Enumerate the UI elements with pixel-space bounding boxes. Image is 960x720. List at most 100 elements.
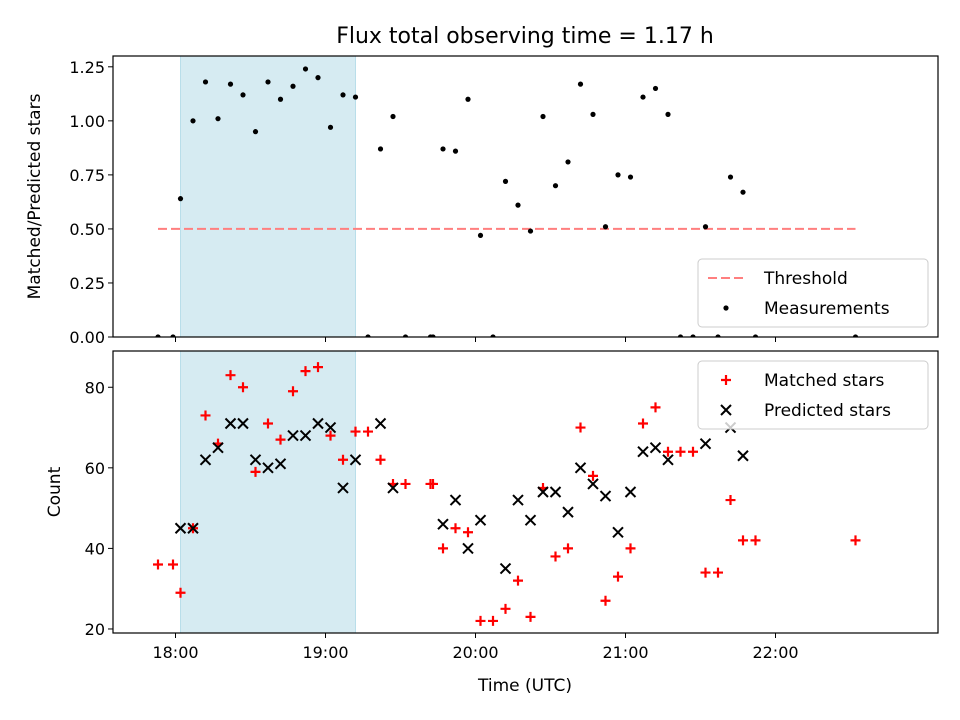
predicted-star-point [637,446,649,458]
measurement-point [627,174,634,180]
matched-star-point [325,430,336,441]
legend-box [697,258,929,328]
matched-star-point [600,595,611,606]
predicted-star-point [299,429,312,442]
predicted-star-point [649,441,662,454]
matched-star-point [750,535,761,546]
matched-star-point [738,535,748,546]
measurement-point [602,224,609,230]
measurements-series [155,66,859,337]
matched-star-point [288,386,298,397]
matched-star-point [625,543,636,554]
predicted-star-point [287,429,299,442]
measurement-point [677,334,684,337]
matched-star-point [713,567,723,578]
predicted-star-point [537,486,549,498]
y-tick-label: 80 [85,378,105,397]
measurement-point [490,334,496,337]
predicted-star-point [737,450,749,462]
predicted-star-point [462,542,474,555]
observing-window-shade [180,56,356,337]
measurement-point [715,334,721,337]
count-panel: 20 40 60 80 18:00 19:00 20:00 21:00 22:00 Count Ma… [45,350,939,662]
matched-star-point [850,535,861,546]
legend-box [697,360,929,430]
y-tick-label: 0.25 [69,274,105,293]
measurement-point [477,232,484,239]
matched-star-point [250,466,261,477]
legend-label: Threshold [763,269,848,289]
measurement-point [315,75,321,81]
matched-star-point [338,454,348,465]
matched-star-point [725,495,736,506]
predicted-star-point [699,437,712,450]
matched-star-point [175,587,186,598]
y-tick-label: 20 [85,620,105,639]
matched-star-point [613,571,623,582]
matched-star-point [463,527,473,538]
predicted-star-point [312,417,324,430]
y-tick-label: 40 [85,539,105,558]
measurement-point [702,224,709,230]
predicted-star-point [587,478,599,490]
legend: Matched stars Predicted stars [697,360,929,430]
matched-star-point [400,478,411,489]
predicted-star-point [199,454,212,466]
predicted-star-point [224,417,237,430]
measurement-point [652,85,659,92]
measurement-point [852,334,859,337]
matched-star-point [488,615,498,626]
matched-star-point [550,551,561,562]
y-tick-label: 0.00 [69,328,105,347]
predicted-star-point [662,454,674,466]
legend-label: Matched stars [764,371,884,391]
matched-star-point [700,567,711,578]
matched-stars-series [153,362,861,626]
measurement-point [170,334,176,337]
predicted-star-point [449,494,462,506]
matched-star-point [500,603,511,614]
predicted-star-point [274,458,287,470]
predicted-star-point [549,486,562,498]
measurement-point [615,172,621,178]
x-tick-label: 18:00 [152,643,198,662]
measurement-point [552,183,559,189]
matched-star-point [375,454,386,465]
measurement-point [190,118,196,124]
predicted-star-point [237,417,249,430]
measurement-point [302,66,309,72]
y-axis-label: Count [45,466,65,517]
measurement-point [390,113,396,120]
predicted-star-point [512,494,524,506]
predicted-star-point [337,482,349,494]
matched-star-point [688,446,698,457]
predicted-star-point [574,462,587,474]
y-tick-label: 1.25 [69,58,105,77]
measurement-point [365,334,371,337]
y-axis-label: Matched/Predicted stars [25,93,45,299]
predicted-star-point [524,514,537,526]
measurement-point [327,124,334,130]
measurement-point [240,92,246,98]
measurement-point [502,178,509,184]
matched-star-point [650,402,661,413]
predicted-star-point [474,514,487,526]
measurement-point [540,113,546,120]
predicted-star-point [562,506,574,518]
x-tick-label: 20:00 [452,643,498,662]
measurement-point [252,129,259,135]
legend-predicted-swatch [720,404,732,416]
x-axis-label: Time (UTC) [477,676,572,696]
measurement-point [340,92,346,98]
chart-title: Flux total observing time = 1.17 h [336,24,714,49]
matched-star-point [563,543,573,554]
legend-label: Measurements [764,299,890,319]
axes-frame [112,350,939,634]
measurement-point [227,81,234,87]
legend-measurement-swatch [723,305,729,311]
matched-star-point [450,523,461,534]
measurement-point [690,334,696,337]
x-tick-label: 21:00 [602,643,648,662]
predicted-star-point [624,486,637,498]
